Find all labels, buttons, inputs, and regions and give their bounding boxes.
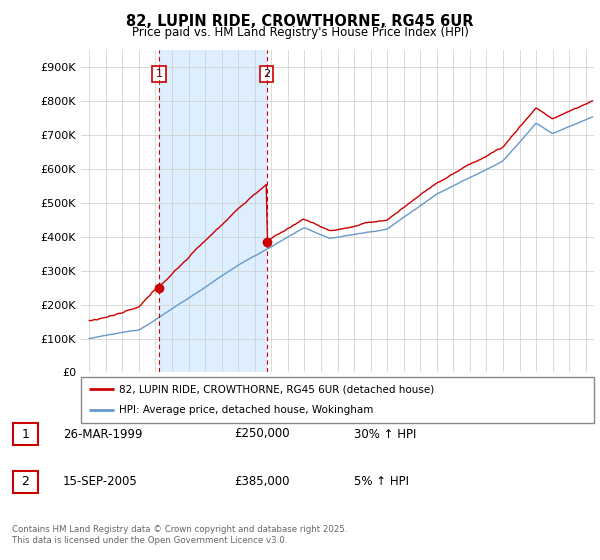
- Bar: [159, 50, 266, 372]
- Text: 82, LUPIN RIDE, CROWTHORNE, RG45 6UR: 82, LUPIN RIDE, CROWTHORNE, RG45 6UR: [126, 14, 474, 29]
- Text: 5% ↑ HPI: 5% ↑ HPI: [354, 475, 409, 488]
- Text: 2: 2: [22, 475, 29, 488]
- Text: 1: 1: [156, 69, 163, 79]
- Text: 82, LUPIN RIDE, CROWTHORNE, RG45 6UR (detached house): 82, LUPIN RIDE, CROWTHORNE, RG45 6UR (de…: [119, 384, 435, 394]
- Text: 26-MAR-1999: 26-MAR-1999: [63, 427, 143, 441]
- Text: 1: 1: [22, 427, 29, 441]
- Text: 2: 2: [263, 69, 270, 79]
- Text: £385,000: £385,000: [234, 475, 290, 488]
- Text: Contains HM Land Registry data © Crown copyright and database right 2025.
This d: Contains HM Land Registry data © Crown c…: [12, 525, 347, 545]
- Text: 30% ↑ HPI: 30% ↑ HPI: [354, 427, 416, 441]
- Text: 15-SEP-2005: 15-SEP-2005: [63, 475, 138, 488]
- Text: £250,000: £250,000: [234, 427, 290, 441]
- Text: Price paid vs. HM Land Registry's House Price Index (HPI): Price paid vs. HM Land Registry's House …: [131, 26, 469, 39]
- Text: HPI: Average price, detached house, Wokingham: HPI: Average price, detached house, Woki…: [119, 405, 374, 416]
